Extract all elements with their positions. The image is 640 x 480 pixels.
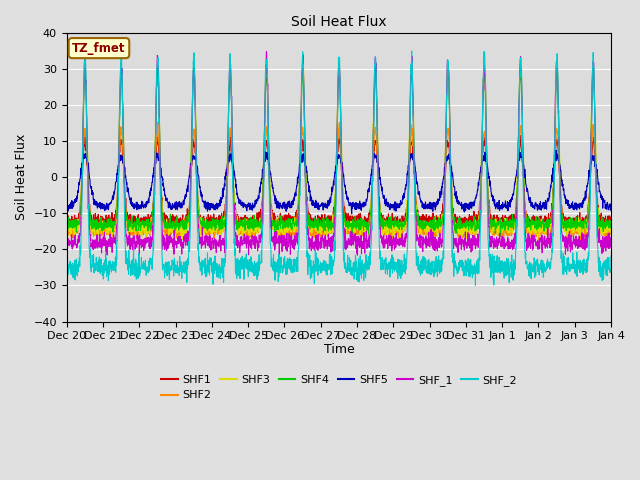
Line: SHF2: SHF2 <box>67 122 611 240</box>
Text: TZ_fmet: TZ_fmet <box>72 42 125 55</box>
SHF3 <box>607 224 615 229</box>
SHF5 <box>607 201 615 206</box>
SHF_2 <box>472 283 479 288</box>
SHF_2 <box>559 251 567 256</box>
SHF4 <box>214 224 222 229</box>
Line: SHF1: SHF1 <box>67 136 611 230</box>
SHF5 <box>348 211 355 216</box>
SHF1 <box>497 216 505 222</box>
Title: Soil Heat Flux: Soil Heat Flux <box>291 15 387 29</box>
SHF1 <box>559 213 567 219</box>
SHF4 <box>575 221 582 227</box>
SHF2 <box>63 232 70 238</box>
SHF4 <box>63 219 70 225</box>
SHF1 <box>575 216 582 221</box>
SHF4 <box>497 232 504 238</box>
Line: SHF_1: SHF_1 <box>67 52 611 255</box>
SHF_2 <box>63 259 70 264</box>
SHF3 <box>262 54 270 60</box>
SHF3 <box>179 236 186 242</box>
X-axis label: Time: Time <box>324 343 355 356</box>
SHF1 <box>215 214 223 219</box>
SHF3 <box>355 221 363 227</box>
SHF_2 <box>215 266 223 272</box>
SHF1 <box>516 133 524 139</box>
Line: SHF4: SHF4 <box>67 68 611 235</box>
SHF_2 <box>367 252 374 257</box>
SHF_1 <box>63 242 70 248</box>
SHF_1 <box>607 245 615 251</box>
SHF_2 <box>497 269 505 275</box>
SHF2 <box>355 225 362 231</box>
SHF1 <box>129 227 137 233</box>
SHF2 <box>607 229 615 235</box>
SHF1 <box>367 204 374 210</box>
SHF5 <box>355 204 362 209</box>
Line: SHF3: SHF3 <box>67 57 611 239</box>
SHF_1 <box>214 242 222 248</box>
SHF1 <box>355 215 362 221</box>
SHF_1 <box>355 235 363 240</box>
SHF_2 <box>575 257 582 263</box>
SHF_1 <box>354 252 362 258</box>
Line: SHF5: SHF5 <box>67 150 611 214</box>
SHF1 <box>607 216 615 222</box>
SHF5 <box>367 176 374 182</box>
SHF4 <box>559 226 567 231</box>
SHF2 <box>575 228 582 234</box>
SHF1 <box>63 216 70 222</box>
SHF5 <box>214 202 222 207</box>
Legend: SHF1, SHF2, SHF3, SHF4, SHF5, SHF_1, SHF_2: SHF1, SHF2, SHF3, SHF4, SHF5, SHF_1, SHF… <box>157 371 522 405</box>
SHF_2 <box>118 46 125 52</box>
SHF3 <box>215 220 223 226</box>
SHF4 <box>355 222 362 228</box>
SHF2 <box>497 231 505 237</box>
SHF_1 <box>367 223 374 229</box>
SHF2 <box>215 230 223 236</box>
Y-axis label: Soil Heat Flux: Soil Heat Flux <box>15 134 28 220</box>
SHF2 <box>154 120 162 125</box>
SHF_2 <box>607 253 615 259</box>
SHF_1 <box>497 243 505 249</box>
SHF3 <box>559 224 567 230</box>
SHF4 <box>367 212 374 218</box>
SHF4 <box>444 65 452 71</box>
SHF_2 <box>355 269 362 275</box>
SHF3 <box>575 215 582 221</box>
SHF5 <box>559 187 567 193</box>
SHF5 <box>497 206 505 212</box>
SHF_1 <box>575 235 582 241</box>
SHF2 <box>367 206 374 212</box>
SHF4 <box>607 223 615 229</box>
SHF_1 <box>262 49 270 55</box>
SHF2 <box>577 237 584 243</box>
SHF4 <box>497 222 505 228</box>
SHF5 <box>63 200 70 205</box>
Line: SHF_2: SHF_2 <box>67 49 611 286</box>
SHF3 <box>497 225 505 230</box>
SHF5 <box>552 147 560 153</box>
SHF5 <box>575 202 582 207</box>
SHF3 <box>367 202 374 208</box>
SHF_1 <box>559 233 567 239</box>
SHF3 <box>63 225 70 231</box>
SHF2 <box>559 219 567 225</box>
